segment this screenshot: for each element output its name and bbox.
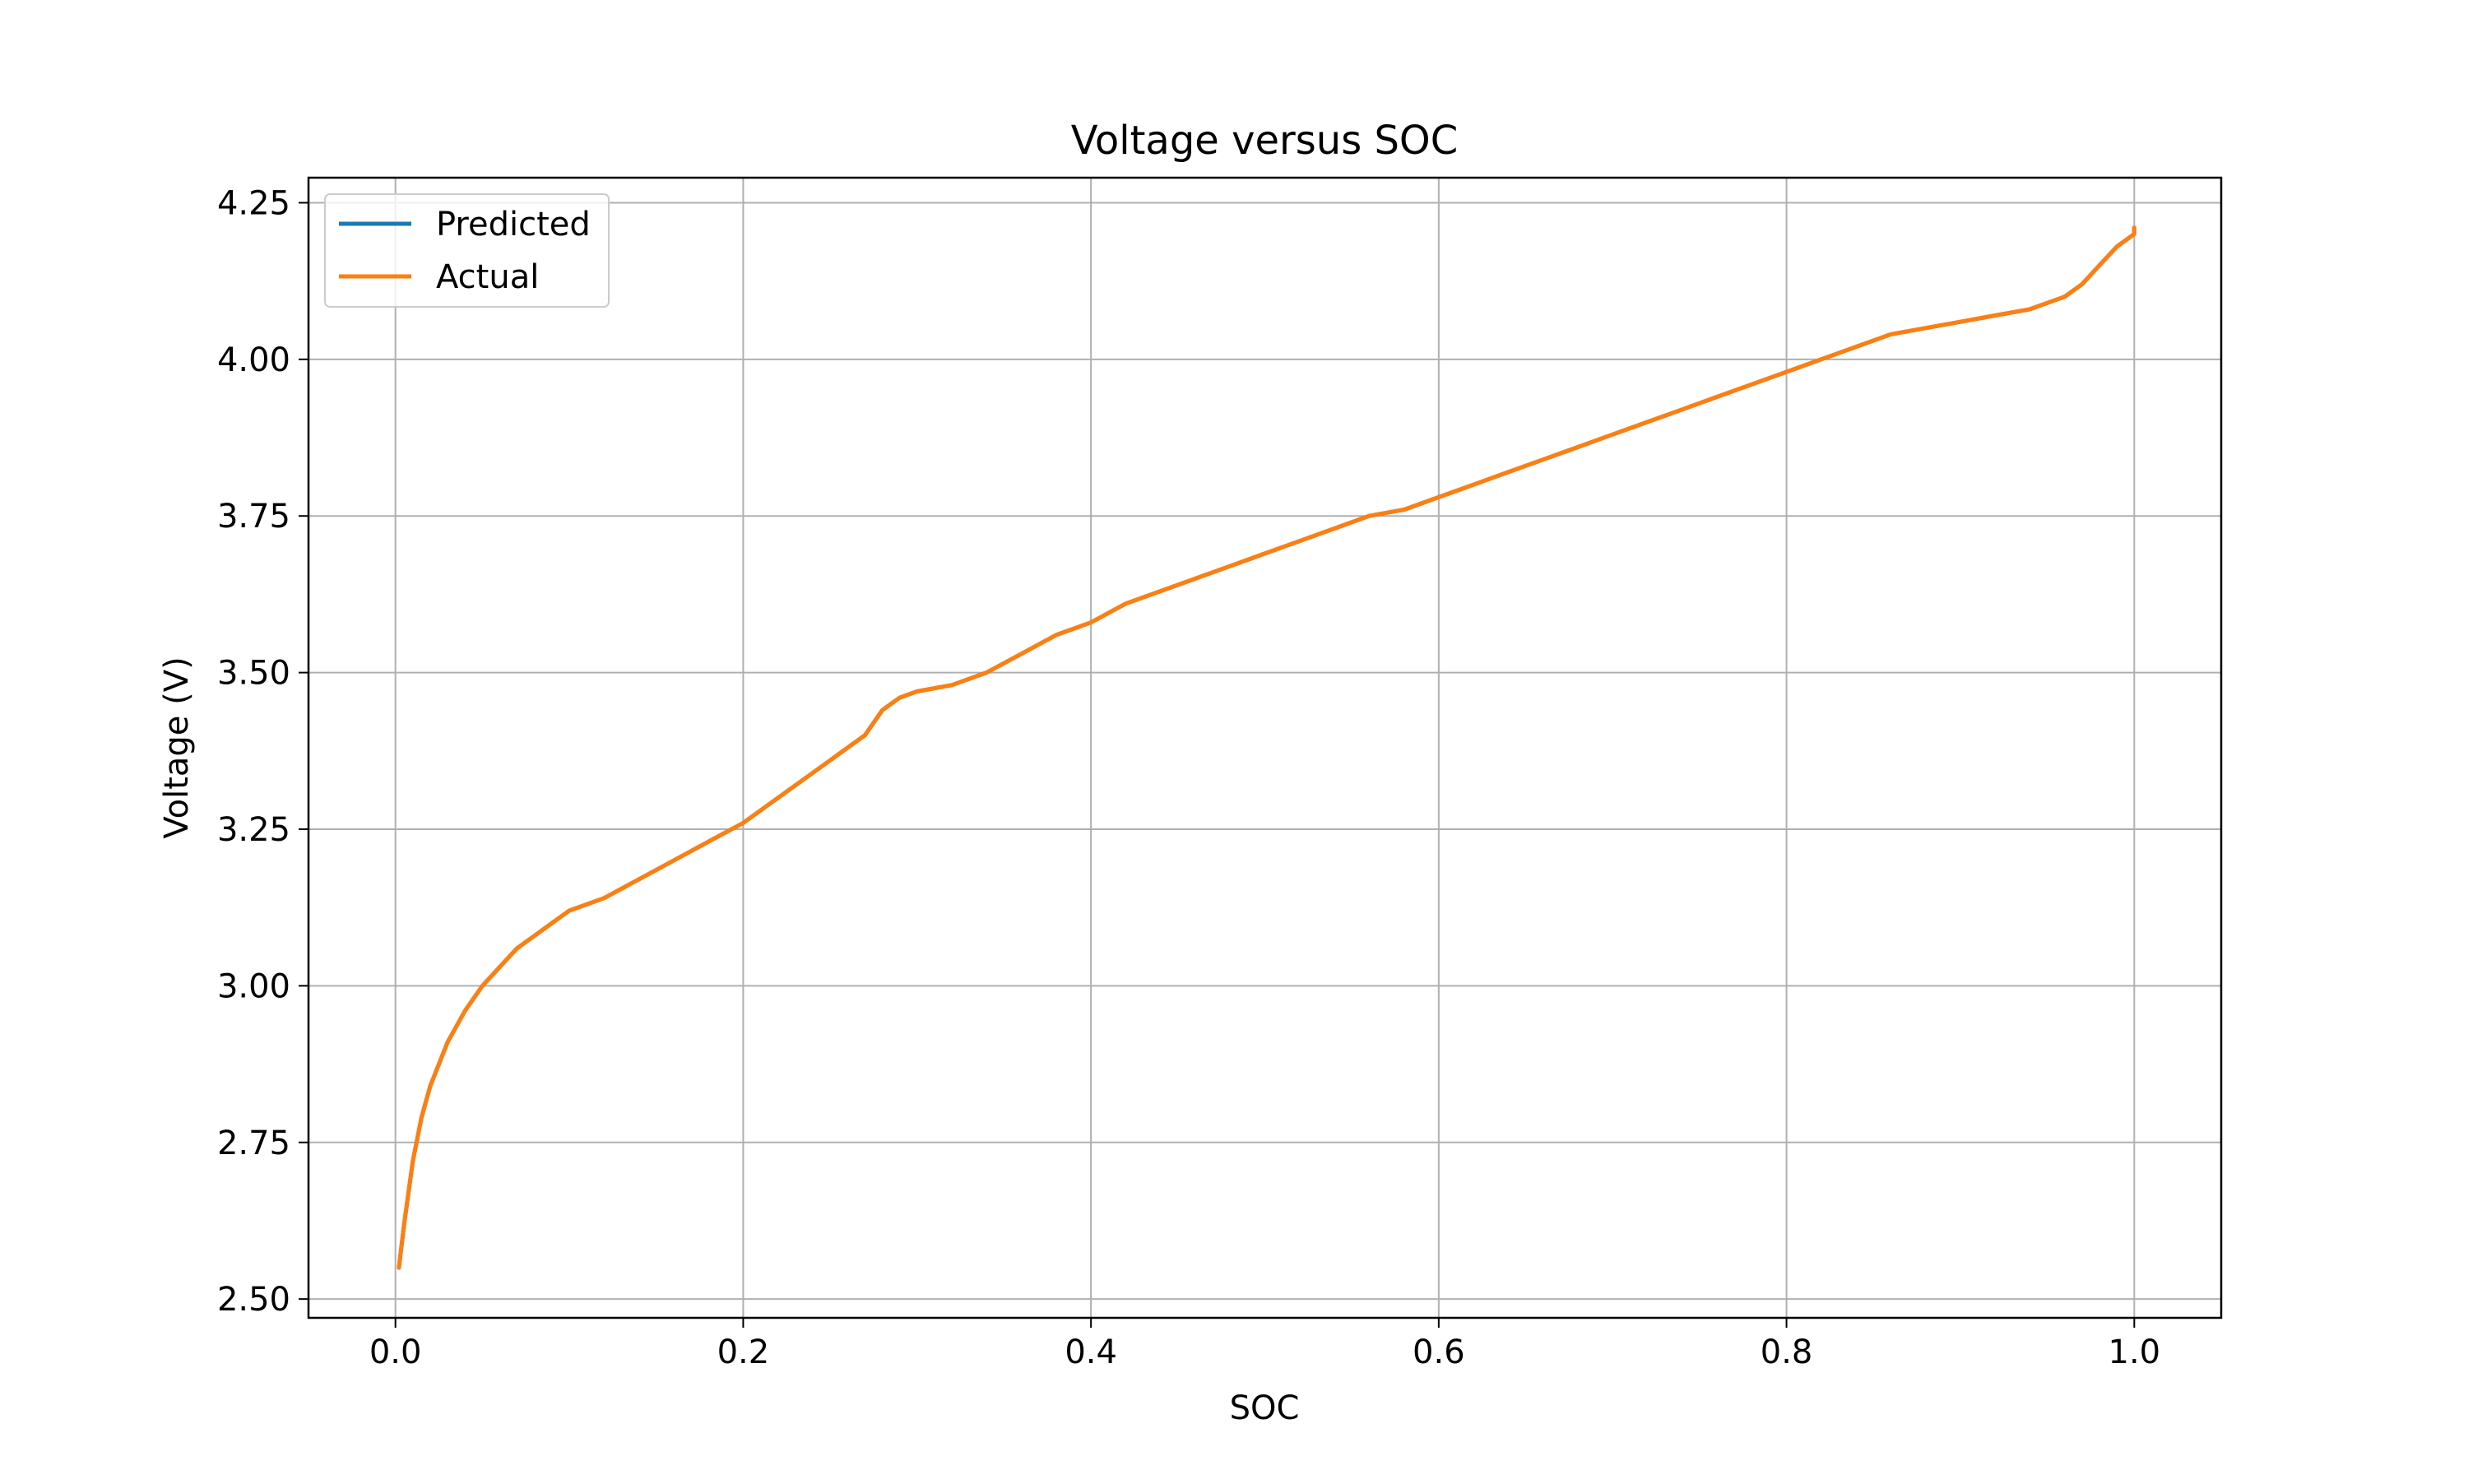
- x-axis-label: SOC: [1230, 1389, 1300, 1427]
- y-axis-ticks: 2.50 2.75 3.00 3.25 3.50 3.75 4.00 4.25: [217, 184, 308, 1319]
- y-tick-label: 4.00: [217, 341, 290, 379]
- legend-label-actual: Actual: [436, 258, 539, 296]
- grid-lines: [308, 178, 2221, 1318]
- series-line-actual: [397, 225, 2136, 1270]
- y-tick-label: 2.75: [217, 1125, 290, 1162]
- legend: Predicted Actual: [324, 193, 610, 308]
- y-tick-label: 2.50: [217, 1281, 290, 1319]
- y-tick-label: 3.50: [217, 655, 290, 693]
- x-tick-label: 0.4: [1065, 1333, 1117, 1371]
- y-tick-label: 3.75: [217, 498, 290, 536]
- x-tick-label: 0.6: [1413, 1333, 1465, 1371]
- y-tick-label: 3.00: [217, 967, 290, 1005]
- x-tick-label: 0.8: [1761, 1333, 1813, 1371]
- y-tick-label: 4.25: [217, 184, 290, 222]
- x-tick-label: 0.0: [369, 1333, 422, 1371]
- y-tick-label: 3.25: [217, 811, 290, 849]
- x-axis-ticks: 0.0 0.2 0.4 0.6 0.8 1.0: [369, 1318, 2160, 1371]
- chart-title: Voltage versus SOC: [1071, 118, 1458, 164]
- legend-label-predicted: Predicted: [436, 206, 591, 243]
- x-tick-label: 1.0: [2108, 1333, 2161, 1371]
- plot-area-frame: [307, 176, 2223, 1319]
- y-axis-label: Voltage (V): [158, 656, 196, 838]
- series-lines: [397, 225, 2136, 1270]
- x-tick-label: 0.2: [717, 1333, 770, 1371]
